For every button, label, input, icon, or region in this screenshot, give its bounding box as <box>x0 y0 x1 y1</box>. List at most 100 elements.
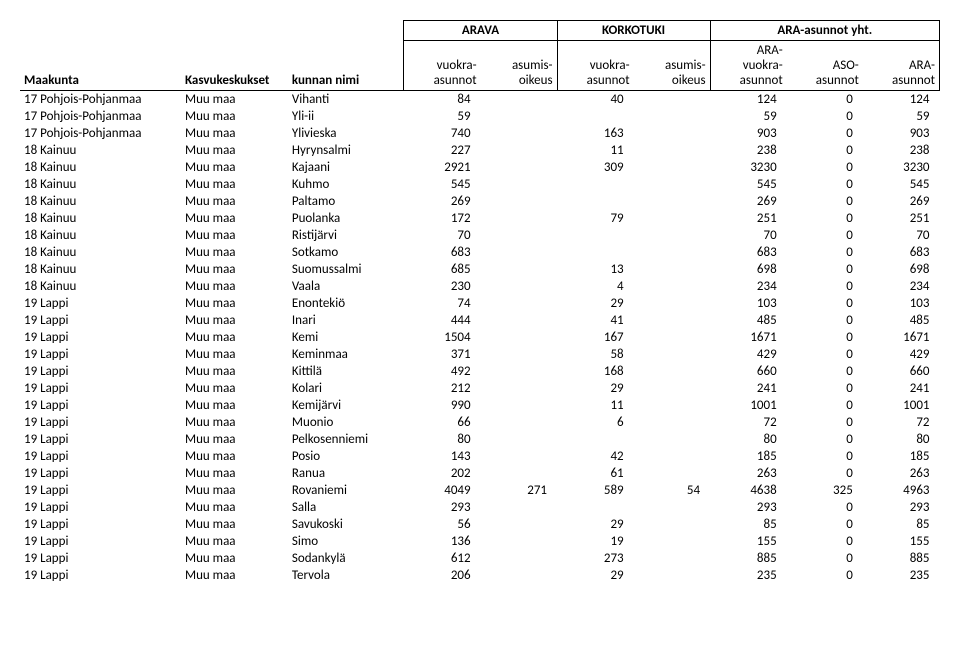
table-cell <box>634 142 710 159</box>
table-cell: 85 <box>863 516 940 533</box>
table-cell: Muu maa <box>181 329 288 346</box>
table-cell: 19 Lappi <box>20 567 181 584</box>
table-cell: 683 <box>404 244 481 261</box>
table-cell: 0 <box>787 550 863 567</box>
table-cell <box>634 567 710 584</box>
table-cell <box>481 227 557 244</box>
table-cell: 0 <box>787 278 863 295</box>
table-cell <box>481 346 557 363</box>
table-cell: Kolari <box>288 380 404 397</box>
table-row: 19 LappiMuu maaPosio143421850185 <box>20 448 940 465</box>
table-cell <box>481 397 557 414</box>
table-cell: 293 <box>710 499 787 516</box>
table-cell <box>481 261 557 278</box>
table-cell: 41 <box>557 312 634 329</box>
table-row: 17 Pohjois-PohjanmaaMuu maaYlivieska7401… <box>20 125 940 142</box>
table-cell: 72 <box>710 414 787 431</box>
table-cell: 0 <box>787 567 863 584</box>
col-header-vuokra2: vuokra- asunnot <box>557 41 634 91</box>
table-cell: 685 <box>404 261 481 278</box>
table-cell: Rovaniemi <box>288 482 404 499</box>
table-cell: 72 <box>863 414 940 431</box>
table-cell: 0 <box>787 533 863 550</box>
table-cell: 19 Lappi <box>20 482 181 499</box>
table-cell: 80 <box>710 431 787 448</box>
table-cell <box>481 329 557 346</box>
table-row: 19 LappiMuu maaEnontekiö74291030103 <box>20 295 940 312</box>
table-cell: Kemijärvi <box>288 397 404 414</box>
table-cell <box>557 108 634 125</box>
table-cell: 85 <box>710 516 787 533</box>
table-cell: 0 <box>787 91 863 109</box>
table-cell: Sotkamo <box>288 244 404 261</box>
table-cell: 155 <box>863 533 940 550</box>
table-cell: 444 <box>404 312 481 329</box>
table-row: 19 LappiMuu maaTervola206292350235 <box>20 567 940 584</box>
table-row: 19 LappiMuu maaRanua202612630263 <box>20 465 940 482</box>
table-cell: Muu maa <box>181 159 288 176</box>
table-row: 19 LappiMuu maaInari444414850485 <box>20 312 940 329</box>
table-cell: 0 <box>787 244 863 261</box>
table-cell: 740 <box>404 125 481 142</box>
table-cell: 0 <box>787 159 863 176</box>
table-row: 19 LappiMuu maaRovaniemi4049271589544638… <box>20 482 940 499</box>
table-cell <box>634 125 710 142</box>
table-cell: 19 Lappi <box>20 465 181 482</box>
table-cell <box>634 159 710 176</box>
table-cell: 167 <box>557 329 634 346</box>
table-row: 18 KainuuMuu maaVaala23042340234 <box>20 278 940 295</box>
table-cell: 19 Lappi <box>20 295 181 312</box>
table-cell: Muu maa <box>181 414 288 431</box>
col-header-maakunta: Maakunta <box>20 41 181 91</box>
table-cell: 885 <box>710 550 787 567</box>
table-cell: 6 <box>557 414 634 431</box>
table-row: 17 Pohjois-PohjanmaaMuu maaYli-ii5959059 <box>20 108 940 125</box>
table-cell: 885 <box>863 550 940 567</box>
table-cell <box>634 414 710 431</box>
table-cell: 136 <box>404 533 481 550</box>
table-cell <box>481 448 557 465</box>
table-cell: 0 <box>787 108 863 125</box>
table-row: 19 LappiMuu maaKemijärvi99011100101001 <box>20 397 940 414</box>
table-cell: 2921 <box>404 159 481 176</box>
table-cell: 241 <box>863 380 940 397</box>
table-cell: 903 <box>710 125 787 142</box>
col-header-kasvukeskukset: Kasvukeskukset <box>181 41 288 91</box>
table-cell: Salla <box>288 499 404 516</box>
table-cell: Muu maa <box>181 533 288 550</box>
table-cell <box>481 295 557 312</box>
table-cell: 0 <box>787 261 863 278</box>
table-cell: 1001 <box>863 397 940 414</box>
table-cell: 0 <box>787 176 863 193</box>
table-cell <box>557 176 634 193</box>
table-cell: Muu maa <box>181 550 288 567</box>
table-cell: 0 <box>787 380 863 397</box>
table-cell <box>481 431 557 448</box>
table-cell <box>634 108 710 125</box>
table-cell: 238 <box>863 142 940 159</box>
group-header-ara-yht: ARA-asunnot yht. <box>710 21 939 41</box>
table-cell: 163 <box>557 125 634 142</box>
table-cell <box>634 397 710 414</box>
table-cell: 251 <box>863 210 940 227</box>
col-header-asumis2: asumis- oikeus <box>634 41 710 91</box>
table-cell <box>634 176 710 193</box>
table-cell: 18 Kainuu <box>20 227 181 244</box>
table-cell: 70 <box>710 227 787 244</box>
table-cell: 683 <box>863 244 940 261</box>
table-cell: 241 <box>710 380 787 397</box>
table-cell <box>634 533 710 550</box>
table-row: 18 KainuuMuu maaPaltamo2692690269 <box>20 193 940 210</box>
table-cell <box>634 91 710 109</box>
table-cell: 3230 <box>863 159 940 176</box>
table-cell <box>481 312 557 329</box>
table-cell: 698 <box>710 261 787 278</box>
table-cell <box>481 278 557 295</box>
table-cell: 0 <box>787 142 863 159</box>
table-cell: 990 <box>404 397 481 414</box>
table-cell: 4049 <box>404 482 481 499</box>
table-row: 18 KainuuMuu maaKuhmo5455450545 <box>20 176 940 193</box>
table-cell: 235 <box>863 567 940 584</box>
table-cell: Vihanti <box>288 91 404 109</box>
table-cell: 4638 <box>710 482 787 499</box>
